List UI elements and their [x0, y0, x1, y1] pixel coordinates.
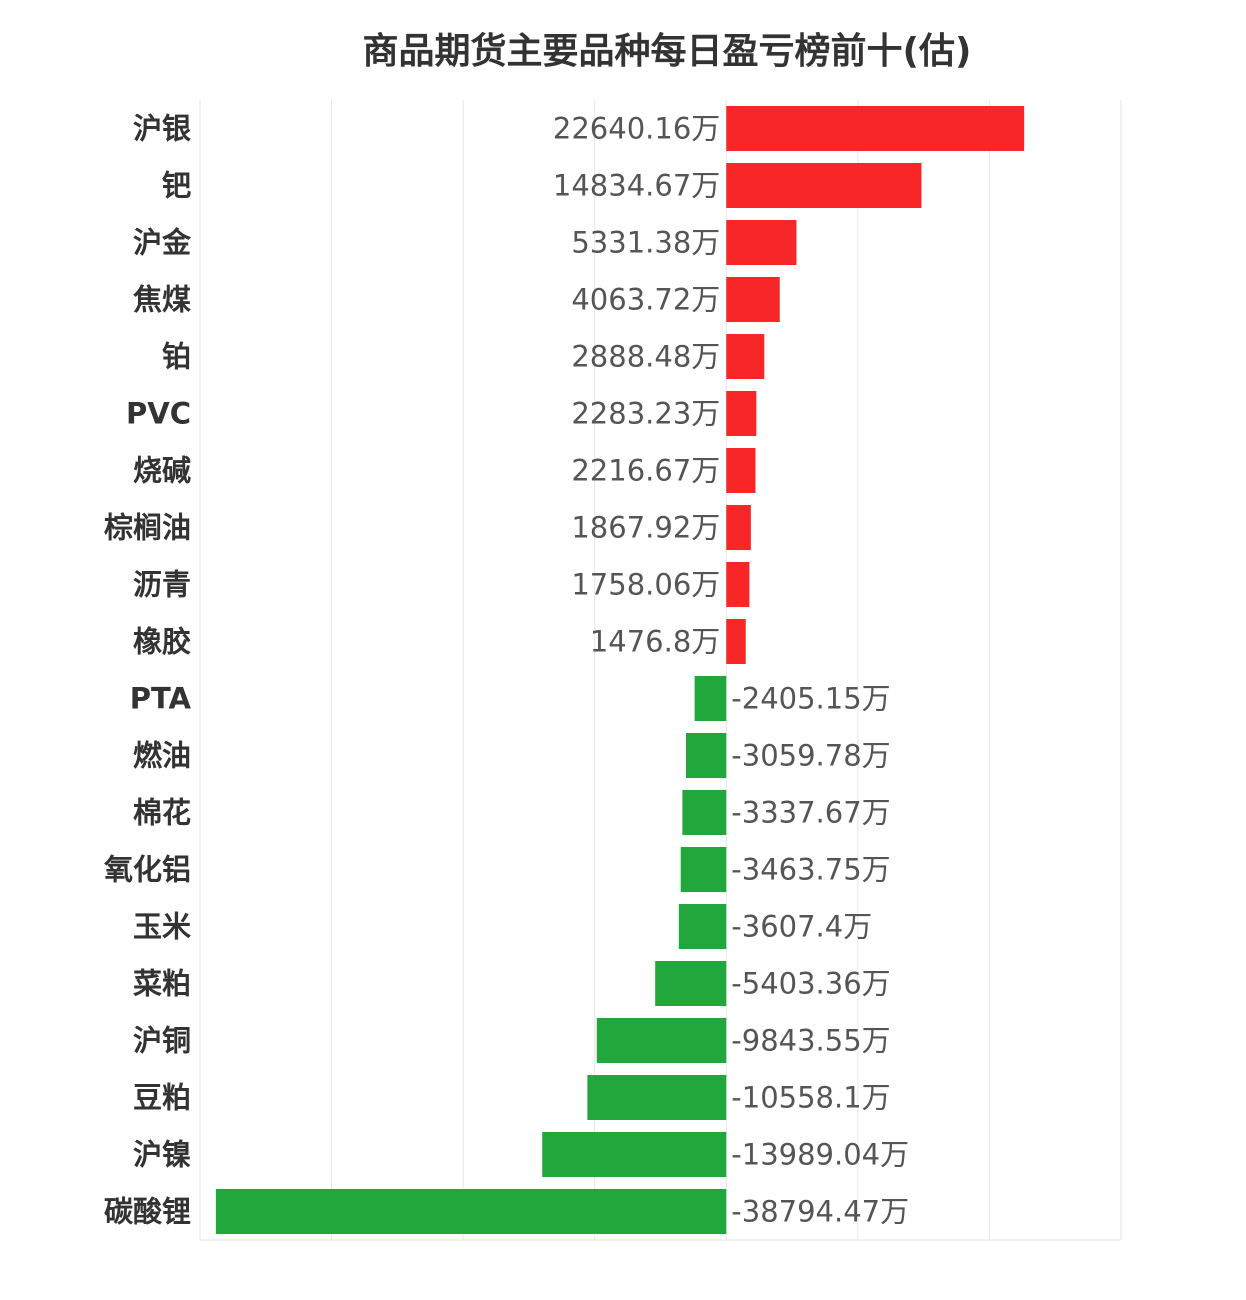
category-label: 玉米 — [133, 910, 191, 944]
value-label: -13989.04万 — [731, 1138, 909, 1172]
chart-title: 商品期货主要品种每日盈亏榜前十(估) — [362, 31, 972, 72]
value-label: 2216.67万 — [571, 454, 720, 488]
value-label: -3463.75万 — [731, 853, 890, 887]
bar — [726, 106, 1025, 151]
value-label: -3607.4万 — [731, 910, 872, 944]
category-label: PTA — [130, 682, 192, 716]
category-label: 沪金 — [133, 226, 192, 260]
bar — [726, 619, 746, 664]
value-label: 22640.16万 — [553, 112, 720, 146]
category-label: 烧碱 — [133, 454, 191, 488]
category-label: 沪铜 — [133, 1024, 191, 1058]
value-label: 2283.23万 — [571, 397, 720, 431]
value-label: -3059.78万 — [731, 739, 890, 773]
value-label: -9843.55万 — [731, 1024, 890, 1058]
category-label: 菜粕 — [133, 967, 191, 1001]
bar — [726, 163, 922, 208]
bar — [726, 277, 780, 322]
bar — [726, 505, 751, 550]
category-label: 燃油 — [133, 739, 191, 773]
bar — [682, 790, 727, 835]
value-label: 4063.72万 — [571, 283, 720, 317]
bar — [726, 334, 765, 379]
bar — [726, 448, 756, 493]
bar — [215, 1189, 727, 1234]
value-label: -2405.15万 — [731, 682, 890, 716]
bar — [655, 961, 727, 1006]
category-label: 沪镍 — [133, 1138, 191, 1172]
bar — [680, 847, 727, 892]
category-label: 棕榈油 — [104, 511, 191, 545]
category-label: 氧化铝 — [103, 853, 191, 887]
value-label: 2888.48万 — [571, 340, 720, 374]
value-label: 1867.92万 — [571, 511, 720, 545]
value-label: -38794.47万 — [731, 1195, 909, 1229]
value-label: 1758.06万 — [571, 568, 720, 602]
bar — [678, 904, 727, 949]
category-label: PVC — [126, 397, 191, 431]
value-label: 5331.38万 — [571, 226, 720, 260]
value-label: 14834.67万 — [553, 169, 720, 203]
category-label: 豆粕 — [133, 1081, 191, 1115]
category-label: 碳酸锂 — [104, 1195, 191, 1229]
bar — [726, 562, 750, 607]
category-label: 棉花 — [133, 796, 191, 830]
value-label: -3337.67万 — [731, 796, 890, 830]
category-label: 橡胶 — [133, 625, 191, 659]
value-label: -10558.1万 — [731, 1081, 890, 1115]
category-label: 沪银 — [133, 112, 191, 146]
bar — [542, 1132, 727, 1177]
value-label: -5403.36万 — [731, 967, 890, 1001]
category-label: 焦煤 — [133, 283, 191, 317]
value-label: 1476.8万 — [590, 625, 720, 659]
bar — [596, 1018, 727, 1063]
category-label: 沥青 — [133, 568, 191, 602]
bar — [726, 391, 757, 436]
category-label: 铂 — [162, 340, 191, 374]
category-label: 钯 — [162, 169, 191, 203]
bar — [587, 1075, 727, 1120]
bar — [726, 220, 797, 265]
bar — [694, 676, 727, 721]
bar — [686, 733, 727, 778]
